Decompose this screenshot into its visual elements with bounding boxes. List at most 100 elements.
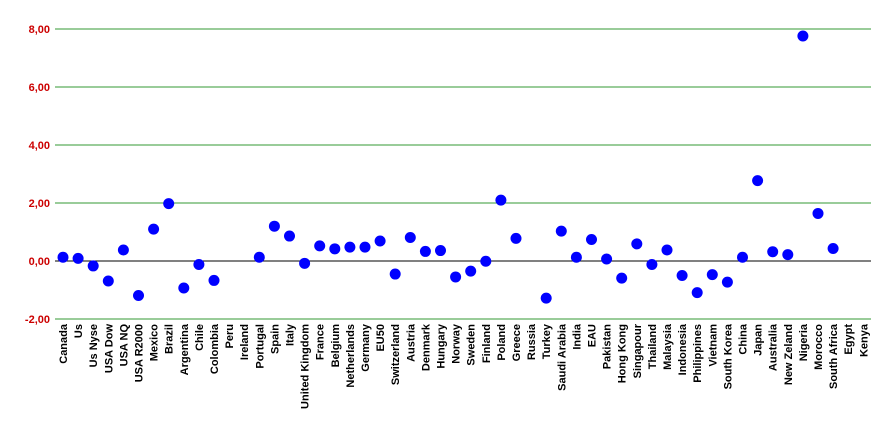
data-point [676, 270, 688, 281]
x-tick-label: Canada [58, 323, 70, 364]
data-point [299, 257, 311, 269]
data-point [208, 274, 220, 286]
y-tick-label: -2,00 [25, 314, 50, 326]
x-tick-label: EU50 [375, 324, 387, 352]
data-point [510, 232, 522, 244]
x-tick-label: Egypt [843, 324, 855, 355]
data-point [268, 220, 280, 232]
x-tick-label: Belgium [330, 324, 342, 368]
x-tick-label: Vietnam [707, 324, 719, 367]
x-tick-label: Denmark [420, 323, 432, 371]
y-tick-label: 8,00 [29, 24, 50, 36]
data-point [87, 260, 99, 272]
x-tick-label: Italy [285, 323, 297, 346]
data-point [193, 258, 205, 270]
data-point [374, 235, 386, 247]
data-point [435, 245, 446, 257]
data-point [616, 272, 628, 284]
x-tick-label: Austria [405, 323, 417, 362]
x-tick-label: Greece [511, 324, 523, 361]
x-tick-label: Indonesia [677, 323, 689, 375]
x-tick-label: Spain [269, 324, 281, 354]
data-point [812, 207, 824, 219]
x-tick-label: Poland [496, 324, 508, 361]
data-point [133, 290, 144, 302]
data-point [661, 244, 673, 256]
x-tick-label: Malaysia [662, 323, 674, 370]
y-axis-tick-labels: -2,00 0,00 2,00 4,00 6,00 8,00 [25, 24, 50, 326]
data-point [495, 194, 507, 206]
data-point [767, 246, 779, 258]
x-tick-label: Nigeria [798, 323, 810, 361]
x-tick-label: Us [73, 324, 85, 338]
data-point [344, 241, 356, 253]
x-tick-label: Japan [753, 324, 765, 356]
x-tick-label: Peru [224, 324, 236, 348]
data-point [419, 245, 431, 257]
data-point [284, 230, 295, 242]
x-tick-label: South Africa [828, 323, 840, 389]
gridlines [55, 28, 871, 320]
x-tick-label: Kenya [858, 323, 870, 357]
data-point [540, 292, 552, 304]
x-tick-label: China [738, 323, 750, 354]
data-point [57, 251, 69, 263]
data-point [178, 282, 190, 294]
data-point [631, 238, 643, 250]
data-point [752, 175, 764, 187]
x-tick-label: Chile [194, 324, 206, 351]
data-point [570, 251, 582, 263]
x-tick-label: Sweden [466, 324, 478, 366]
x-tick-label: Pakistan [602, 324, 614, 370]
x-tick-label: EAU [587, 324, 599, 347]
data-point [102, 275, 114, 287]
x-tick-label: Netherlands [345, 324, 357, 388]
x-tick-label: Colombia [209, 323, 221, 374]
x-tick-label: South Korea [722, 323, 734, 389]
x-tick-label: Germany [360, 323, 372, 372]
data-point [117, 244, 129, 256]
data-point [586, 234, 597, 246]
x-axis-tick-labels: Canada Us Us Nyse USA Dow USA NQ USA R2000 Mex… [58, 323, 870, 409]
data-point [72, 252, 84, 264]
data-point [148, 223, 160, 235]
data-point [253, 251, 265, 263]
x-tick-label: Switzerland [390, 324, 402, 385]
data-point [480, 255, 492, 267]
x-tick-label: Turkey [541, 323, 553, 359]
y-tick-label: 6,00 [29, 82, 50, 94]
x-tick-label: Singapour [632, 323, 644, 378]
x-tick-label: Argentina [179, 323, 191, 375]
data-point [797, 30, 809, 42]
x-tick-label: Saudi Arabia [556, 323, 568, 391]
x-tick-label: Hungary [436, 323, 448, 369]
x-tick-label: Ireland [239, 324, 251, 360]
x-tick-label: Finland [481, 324, 493, 363]
data-point [706, 269, 718, 281]
x-tick-label: Australia [768, 323, 780, 371]
x-tick-label: India [571, 323, 583, 350]
x-tick-label: Norway [451, 323, 463, 364]
data-point [827, 243, 839, 255]
y-tick-label: 2,00 [29, 198, 50, 210]
x-tick-label: United Kingdom [300, 324, 312, 409]
data-point [646, 258, 658, 270]
x-tick-label: USA NQ [118, 324, 130, 367]
data-points [57, 30, 839, 304]
x-tick-label: Us Nyse [88, 324, 100, 367]
y-tick-label: 0,00 [29, 256, 50, 268]
x-tick-label: Mexico [149, 324, 161, 362]
data-point [601, 253, 613, 265]
x-tick-label: New Zeland [783, 324, 795, 385]
x-tick-label: USA Dow [103, 324, 115, 374]
x-tick-label: USA R2000 [134, 324, 146, 382]
data-point [691, 287, 703, 299]
data-point [721, 276, 733, 288]
data-point [329, 243, 341, 255]
data-point [465, 265, 477, 277]
data-point [163, 198, 175, 210]
data-point [450, 271, 462, 283]
y-tick-label: 4,00 [29, 140, 50, 152]
data-point [389, 268, 401, 280]
